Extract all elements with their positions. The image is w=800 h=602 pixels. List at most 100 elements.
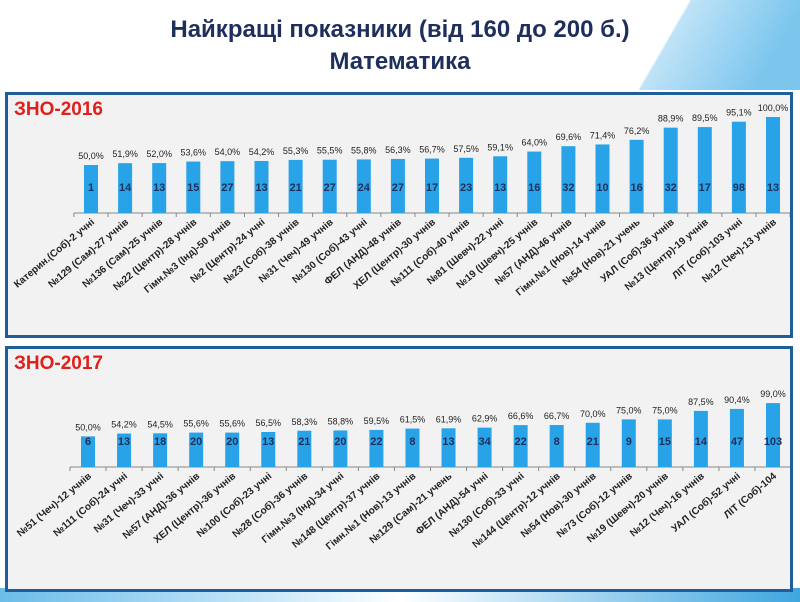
count-label: 27 <box>221 182 233 194</box>
value-label: 90,4% <box>724 395 750 405</box>
value-label: 61,5% <box>400 415 426 425</box>
count-label: 18 <box>154 436 166 448</box>
count-label: 17 <box>699 182 711 194</box>
count-label: 14 <box>695 436 708 448</box>
count-label: 27 <box>392 182 404 194</box>
value-label: 54,2% <box>111 420 137 430</box>
bar <box>766 117 780 213</box>
value-label: 50,0% <box>75 422 101 432</box>
bar <box>333 430 348 467</box>
count-label: 13 <box>494 182 506 194</box>
value-label: 51,9% <box>112 149 138 159</box>
bar <box>766 403 780 467</box>
count-label: 15 <box>187 182 199 194</box>
chart-title: ЗНО-2016 <box>14 99 103 120</box>
value-label: 53,6% <box>181 148 207 158</box>
bar <box>585 422 600 467</box>
chart-panel-2016: ЗНО-2016 50,0% 1 Катерин.(Соб)-2 учні 51,9%… <box>5 92 793 338</box>
chart-title: ЗНО-2017 <box>14 353 103 374</box>
value-label: 55,5% <box>317 146 343 156</box>
value-label: 100,0% <box>758 103 789 113</box>
value-label: 70,0% <box>580 409 606 419</box>
value-label: 57,5% <box>453 144 479 154</box>
bar <box>152 163 167 213</box>
bar <box>322 159 337 213</box>
value-label: 75,0% <box>616 405 642 415</box>
bar <box>153 433 168 467</box>
count-label: 1 <box>88 182 94 194</box>
count-label: 8 <box>409 436 415 448</box>
bar <box>731 121 746 213</box>
bar <box>84 165 98 213</box>
value-label: 87,5% <box>688 397 714 407</box>
bar <box>225 432 240 467</box>
value-label: 95,1% <box>726 108 752 118</box>
count-label: 22 <box>370 436 382 448</box>
value-label: 50,0% <box>78 151 104 161</box>
count-label: 13 <box>767 182 779 194</box>
value-label: 88,9% <box>658 114 684 124</box>
bar <box>693 410 708 467</box>
bar <box>297 430 312 467</box>
value-label: 58,8% <box>328 416 354 426</box>
count-label: 10 <box>596 182 608 194</box>
count-label: 20 <box>226 436 238 448</box>
bar <box>595 144 610 213</box>
bar <box>513 425 528 467</box>
value-label: 56,3% <box>385 145 411 155</box>
count-label: 15 <box>659 436 671 448</box>
count-label: 27 <box>324 182 336 194</box>
bar <box>254 160 269 213</box>
count-label: 16 <box>630 182 642 194</box>
count-label: 13 <box>262 436 274 448</box>
value-label: 52,0% <box>146 149 172 159</box>
value-label: 76,2% <box>624 126 650 136</box>
bar <box>288 159 303 213</box>
count-label: 47 <box>731 436 743 448</box>
count-label: 13 <box>118 436 130 448</box>
count-label: 9 <box>626 436 632 448</box>
bar <box>425 158 439 213</box>
count-label: 13 <box>255 182 267 194</box>
bar <box>697 127 712 213</box>
count-label: 21 <box>587 436 599 448</box>
page-title: Найкращі показники (від 160 до 200 б.) Ма… <box>0 14 800 78</box>
bar <box>561 146 576 213</box>
count-label: 21 <box>289 182 301 194</box>
value-label: 64,0% <box>522 138 548 148</box>
count-label: 21 <box>298 436 310 448</box>
bar <box>220 161 235 213</box>
bar <box>629 139 644 213</box>
count-label: 14 <box>119 182 132 194</box>
count-label: 17 <box>426 182 438 194</box>
bar <box>549 425 564 467</box>
count-label: 8 <box>554 436 560 448</box>
bar <box>441 428 456 467</box>
count-label: 23 <box>460 182 472 194</box>
count-label: 13 <box>442 436 454 448</box>
bar <box>527 151 542 213</box>
count-label: 98 <box>733 182 745 194</box>
count-label: 34 <box>478 436 491 448</box>
bar <box>118 163 133 213</box>
bar <box>390 158 405 213</box>
title-line-1: Найкращі показники (від 160 до 200 б.) <box>170 16 630 43</box>
chart-panel-2017: ЗНО-2017 50,0% 6 №51 (Чеч)-12 учнів 54,2% 13… <box>5 346 793 592</box>
count-label: 32 <box>665 182 677 194</box>
value-label: 54,0% <box>215 147 241 157</box>
value-label: 56,5% <box>255 418 281 428</box>
bar <box>81 436 95 467</box>
bar <box>493 156 508 213</box>
value-label: 99,0% <box>760 389 786 399</box>
value-label: 75,0% <box>652 405 678 415</box>
value-label: 55,8% <box>351 145 377 155</box>
count-label: 20 <box>334 436 346 448</box>
value-label: 58,3% <box>292 417 318 427</box>
value-label: 89,5% <box>692 113 718 123</box>
bar <box>186 161 201 213</box>
count-label: 16 <box>528 182 540 194</box>
count-label: 32 <box>562 182 574 194</box>
bar <box>369 429 384 467</box>
count-label: 13 <box>153 182 165 194</box>
